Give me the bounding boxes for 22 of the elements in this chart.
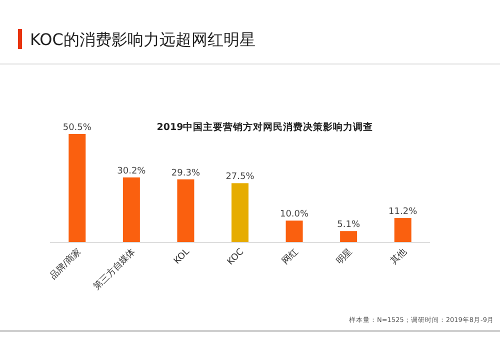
x-tick-label: 网红	[280, 246, 300, 267]
bar	[340, 231, 358, 242]
data-label: 30.2%	[117, 166, 146, 176]
bar	[177, 179, 194, 242]
chart-title: KOC的消费影响力远超网红明星	[30, 30, 256, 49]
bar	[122, 177, 140, 242]
bar	[68, 134, 86, 242]
data-label: 10.0%	[280, 210, 310, 220]
bar	[232, 183, 248, 242]
data-label: 29.3%	[171, 168, 200, 178]
x-tick-label: 品牌/商家	[48, 246, 84, 282]
chart-subtitle: 2019中国主要营销方对网民消费决策影响力调查	[156, 121, 374, 133]
data-label: 11.2%	[388, 207, 418, 218]
x-tick-label: KOL	[172, 247, 192, 267]
x-tick-label: 其他	[388, 246, 409, 267]
x-tick-label: 第三方自媒体	[92, 246, 138, 292]
bar	[286, 220, 303, 242]
bar	[394, 218, 412, 242]
x-tick-label: 明星	[334, 246, 355, 267]
data-label: 50.5%	[62, 123, 92, 133]
data-label: 5.1%	[337, 220, 360, 230]
data-label: 27.5%	[226, 172, 255, 182]
